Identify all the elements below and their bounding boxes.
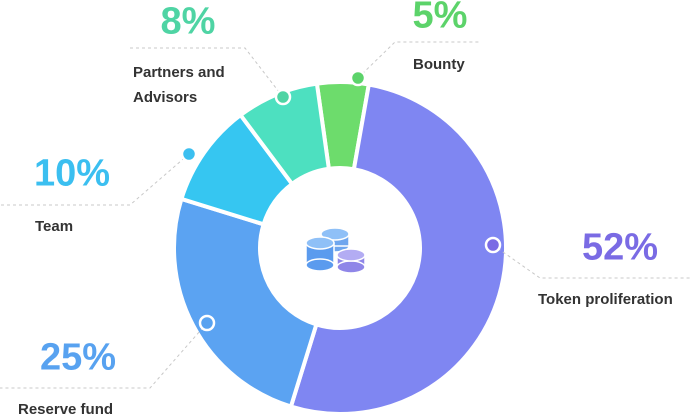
- leader-dot: [274, 88, 292, 106]
- percent-label: 25%: [39, 336, 117, 379]
- leader-line: [0, 153, 190, 206]
- category-label: Reserve fund: [18, 401, 114, 415]
- leader-line: [0, 322, 208, 389]
- percent-label: 5%: [412, 0, 468, 37]
- leader-line: [130, 47, 284, 98]
- category-label: Bounty: [413, 56, 465, 73]
- leader-line: [357, 41, 480, 79]
- category-label: Team: [35, 218, 74, 235]
- category-label: Partners and Advisors: [133, 64, 225, 106]
- percent-label: 52%: [581, 226, 659, 269]
- percent-label: 8%: [160, 0, 216, 43]
- leader-dot: [180, 145, 198, 163]
- coins-icon: [305, 227, 366, 274]
- leader-dot: [484, 236, 502, 254]
- leader-dot: [349, 69, 367, 87]
- leader-dot: [198, 314, 216, 332]
- category-label: Token proliferation: [538, 291, 673, 308]
- leader-line: [492, 244, 691, 279]
- percent-label: 10%: [33, 152, 111, 195]
